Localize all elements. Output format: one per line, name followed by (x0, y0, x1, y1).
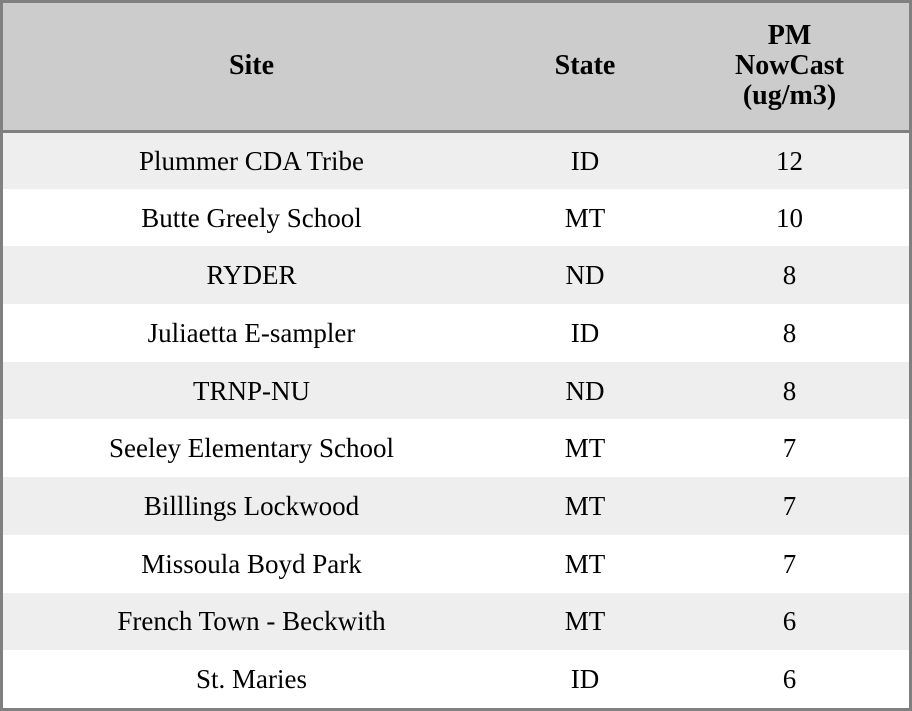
cell-pm-nowcast: 8 (782, 375, 797, 406)
cell-pm-nowcast: 8 (782, 260, 797, 291)
cell-site: Juliaetta E-sampler (147, 317, 356, 348)
table-header: Site State PM NowCast (ug/m3) (3, 3, 909, 133)
cell-pm-nowcast: 6 (782, 664, 797, 695)
cell-site: RYDER (206, 260, 297, 291)
table-row: Butte Greely School MT 10 (3, 188, 909, 247)
cell-pm-nowcast: 10 (776, 202, 803, 233)
table-body: Plummer CDA Tribe ID 12 Butte Greely School… (3, 131, 909, 708)
cell-pm-nowcast: 7 (782, 490, 797, 521)
table-header-row: Site State PM NowCast (ug/m3) (3, 3, 909, 133)
cell-site: Butte Greely School (141, 202, 362, 233)
cell-site: Missoula Boyd Park (141, 548, 362, 579)
cell-state: ND (565, 375, 605, 406)
cell-site: French Town - Beckwith (117, 606, 386, 637)
cell-site: TRNP-NU (192, 375, 310, 406)
cell-pm-nowcast: 6 (782, 606, 797, 637)
cell-pm-nowcast: 12 (776, 145, 803, 176)
cell-state: ID (570, 664, 600, 695)
table-row: Missoula Boyd Park MT 7 (3, 534, 909, 593)
column-header-site-label: Site (228, 50, 275, 82)
table-row: Plummer CDA Tribe ID 12 (3, 131, 909, 189)
cell-site: Billlings Lockwood (143, 490, 360, 521)
column-header-state-label: State (554, 50, 616, 82)
cell-state: ID (570, 145, 600, 176)
table-row: RYDER ND 8 (3, 246, 909, 305)
cell-state: MT (564, 202, 606, 233)
cell-pm-nowcast: 8 (782, 317, 797, 348)
table-row: Juliaetta E-sampler ID 8 (3, 304, 909, 362)
column-header-pm-nowcast-label: PM NowCast (ug/m3) (735, 20, 844, 112)
cell-state: ND (565, 260, 605, 291)
cell-state: MT (564, 433, 606, 464)
cell-state: MT (564, 548, 606, 579)
cell-state: MT (564, 606, 606, 637)
table-row: Seeley Elementary School MT 7 (3, 419, 909, 478)
pm-nowcast-table: Site State PM NowCast (ug/m3) Plummer CD… (3, 3, 909, 708)
table-row: TRNP-NU ND 8 (3, 361, 909, 420)
cell-pm-nowcast: 7 (782, 548, 797, 579)
column-header-site: Site (3, 3, 500, 133)
column-header-pm-nowcast: PM NowCast (ug/m3) (670, 3, 909, 133)
cell-state: MT (564, 490, 606, 521)
cell-site: St. Maries (196, 664, 307, 695)
cell-site: Seeley Elementary School (109, 433, 394, 464)
cell-pm-nowcast: 7 (782, 433, 797, 464)
cell-state: ID (570, 317, 600, 348)
column-header-state: State (500, 3, 670, 133)
table-row: French Town - Beckwith MT 6 (3, 592, 909, 651)
table-row: Billlings Lockwood MT 7 (3, 477, 909, 535)
cell-site: Plummer CDA Tribe (138, 145, 365, 176)
table-row: St. Maries ID 6 (3, 650, 909, 708)
